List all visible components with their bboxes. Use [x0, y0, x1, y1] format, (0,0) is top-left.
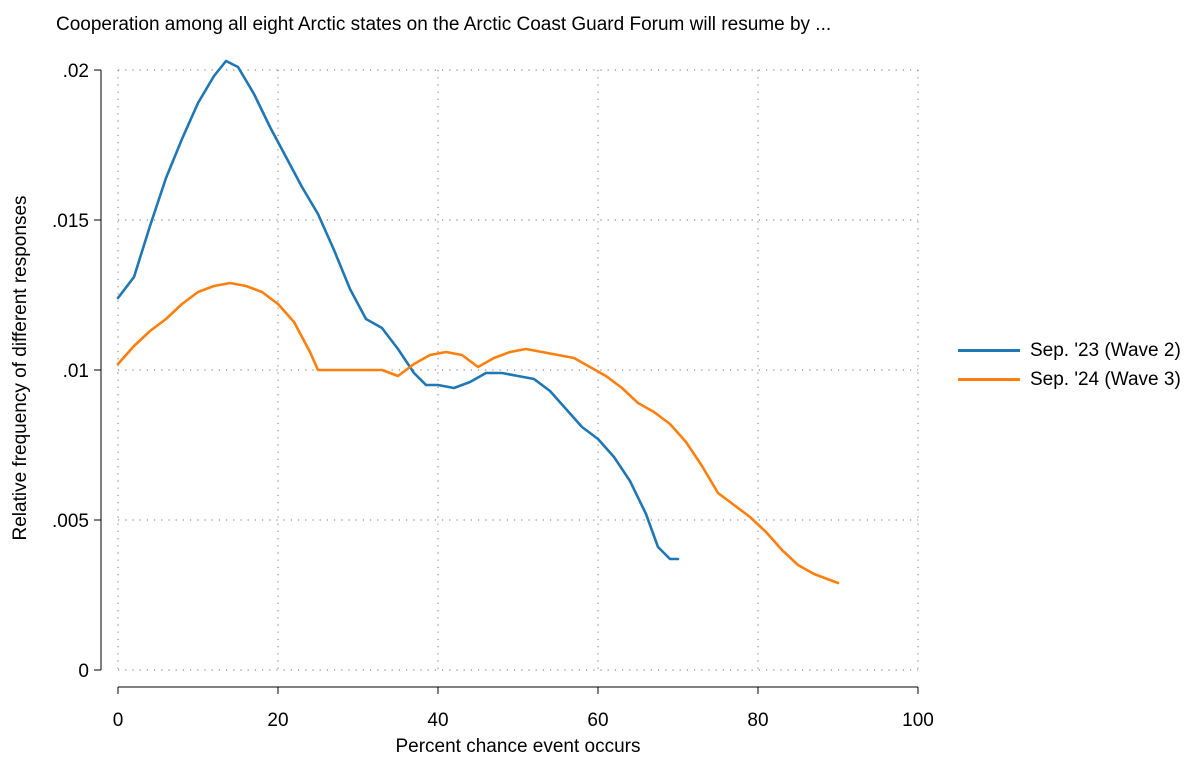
- legend-item-wave-3: Sep. '24 (Wave 3): [958, 365, 1181, 394]
- legend: Sep. '23 (Wave 2) Sep. '24 (Wave 3): [958, 336, 1181, 394]
- x-tick-label: 100: [902, 710, 934, 731]
- series-line-2: [116, 281, 840, 585]
- x-tick-label: 60: [587, 710, 608, 731]
- x-tick-label: 80: [747, 710, 768, 731]
- x-axis-label: Percent chance event occurs: [395, 736, 641, 757]
- legend-swatch-wave-2: [958, 349, 1020, 352]
- chart-title: Cooperation among all eight Arctic state…: [56, 14, 832, 35]
- grid: [117, 69, 919, 671]
- series-lines: [116, 59, 840, 585]
- legend-label-wave-3: Sep. '24 (Wave 3): [1030, 368, 1181, 390]
- y-tick-label: .01: [63, 361, 89, 382]
- x-tick-label: 0: [113, 710, 124, 731]
- y-tick-label: .015: [52, 211, 89, 232]
- y-tick-label: .02: [63, 61, 89, 82]
- x-axis-ticks: 0 20 40 60 80 100: [113, 687, 934, 731]
- y-tick-label: 0: [78, 661, 89, 682]
- legend-swatch-wave-3: [958, 378, 1020, 381]
- y-tick-label: .005: [52, 511, 89, 532]
- series-line-1: [116, 59, 680, 561]
- y-axis-label: Relative frequency of different response…: [10, 195, 31, 541]
- x-tick-label: 20: [267, 710, 288, 731]
- x-tick-label: 40: [427, 710, 448, 731]
- legend-item-wave-2: Sep. '23 (Wave 2): [958, 336, 1181, 365]
- legend-label-wave-2: Sep. '23 (Wave 2): [1030, 339, 1181, 361]
- y-axis-ticks: 0 .005 .01 .015 .02: [52, 61, 101, 682]
